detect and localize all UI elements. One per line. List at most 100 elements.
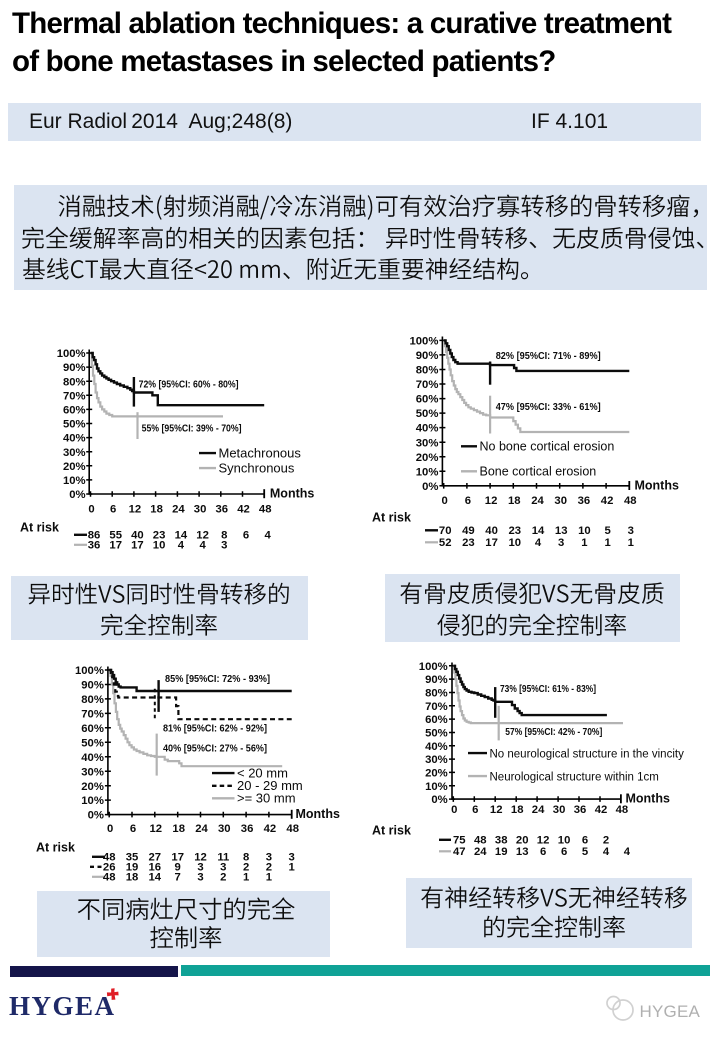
- svg-text:17: 17: [171, 852, 184, 864]
- svg-text:60%: 60%: [81, 723, 104, 735]
- svg-text:49: 49: [462, 525, 475, 537]
- svg-text:3: 3: [220, 862, 226, 874]
- svg-text:70%: 70%: [81, 709, 104, 721]
- svg-text:20%: 20%: [425, 768, 448, 780]
- svg-text:100%: 100%: [75, 665, 104, 677]
- svg-text:6: 6: [472, 804, 478, 816]
- svg-text:18: 18: [126, 872, 139, 884]
- svg-text:19: 19: [495, 846, 508, 858]
- svg-text:4: 4: [199, 540, 206, 552]
- svg-text:52: 52: [439, 537, 452, 549]
- svg-text:10: 10: [153, 540, 166, 552]
- svg-text:72% [95%CI: 60% - 80%]: 72% [95%CI: 60% - 80%]: [139, 380, 239, 391]
- svg-text:11: 11: [217, 852, 229, 864]
- svg-text:36: 36: [574, 804, 587, 816]
- svg-text:80%: 80%: [416, 365, 439, 377]
- svg-text:24: 24: [531, 495, 544, 507]
- svg-text:30: 30: [218, 823, 231, 835]
- svg-text:70%: 70%: [63, 390, 86, 402]
- svg-text:1: 1: [243, 872, 249, 884]
- svg-text:30: 30: [194, 504, 207, 516]
- svg-text:4: 4: [265, 530, 272, 542]
- svg-text:70%: 70%: [425, 701, 448, 713]
- svg-text:4: 4: [178, 540, 185, 552]
- svg-text:Neurological structure within: Neurological structure within 1cm: [490, 771, 659, 783]
- svg-text:80%: 80%: [63, 376, 86, 388]
- svg-text:73% [95%CI: 61% - 83%]: 73% [95%CI: 61% - 83%]: [500, 684, 596, 695]
- svg-text:12: 12: [196, 530, 209, 542]
- svg-text:20 - 29 mm: 20 - 29 mm: [237, 778, 303, 793]
- svg-text:18: 18: [172, 823, 185, 835]
- svg-text:100%: 100%: [409, 336, 438, 348]
- svg-text:12: 12: [194, 852, 207, 864]
- svg-text:23: 23: [462, 537, 475, 549]
- svg-text:12: 12: [490, 804, 503, 816]
- svg-text:12: 12: [129, 504, 142, 516]
- svg-text:50%: 50%: [425, 728, 448, 740]
- svg-text:3: 3: [558, 537, 564, 549]
- svg-text:18: 18: [511, 804, 524, 816]
- svg-text:40%: 40%: [416, 423, 439, 435]
- svg-text:82% [95%CI: 71% - 89%]: 82% [95%CI: 71% - 89%]: [496, 351, 601, 362]
- svg-text:18: 18: [508, 495, 521, 507]
- svg-text:13: 13: [555, 525, 568, 537]
- svg-text:4: 4: [603, 846, 610, 858]
- svg-text:30%: 30%: [425, 754, 448, 766]
- svg-text:50%: 50%: [416, 408, 439, 420]
- svg-text:40% [95%CI: 27% - 56%]: 40% [95%CI: 27% - 56%]: [163, 744, 267, 755]
- svg-text:48: 48: [103, 852, 116, 864]
- svg-text:36: 36: [216, 504, 229, 516]
- svg-text:20%: 20%: [81, 781, 104, 793]
- svg-text:48: 48: [616, 804, 629, 816]
- svg-text:1: 1: [289, 862, 295, 874]
- svg-text:No bone cortical erosion: No bone cortical erosion: [480, 440, 615, 454]
- svg-text:48: 48: [103, 872, 116, 884]
- svg-text:90%: 90%: [63, 362, 86, 374]
- svg-text:13: 13: [516, 846, 529, 858]
- svg-text:24: 24: [172, 504, 185, 516]
- svg-text:Months: Months: [635, 479, 679, 493]
- svg-text:10: 10: [558, 835, 571, 847]
- svg-text:30: 30: [554, 495, 567, 507]
- svg-text:30%: 30%: [81, 766, 104, 778]
- svg-text:1: 1: [628, 537, 634, 549]
- svg-text:At risk: At risk: [372, 511, 411, 525]
- svg-text:14: 14: [532, 525, 545, 537]
- svg-text:17: 17: [109, 540, 122, 552]
- svg-text:>= 30 mm: >= 30 mm: [237, 791, 296, 806]
- svg-text:47% [95%CI: 33% - 61%]: 47% [95%CI: 33% - 61%]: [496, 402, 601, 413]
- svg-text:10%: 10%: [81, 795, 104, 807]
- svg-text:Months: Months: [626, 792, 670, 806]
- svg-text:50%: 50%: [81, 737, 104, 749]
- svg-text:30%: 30%: [63, 447, 86, 459]
- svg-text:4: 4: [624, 846, 631, 858]
- svg-text:10%: 10%: [416, 466, 439, 478]
- svg-text:20: 20: [516, 835, 529, 847]
- svg-text:8: 8: [221, 530, 227, 542]
- svg-text:55: 55: [109, 530, 122, 542]
- svg-text:6: 6: [582, 835, 588, 847]
- svg-text:100%: 100%: [419, 661, 448, 673]
- svg-text:0%: 0%: [422, 481, 438, 493]
- svg-text:42: 42: [237, 504, 250, 516]
- svg-text:23: 23: [153, 530, 166, 542]
- svg-text:6: 6: [540, 846, 546, 858]
- svg-text:100%: 100%: [57, 348, 86, 360]
- svg-text:36: 36: [88, 540, 101, 552]
- svg-text:0: 0: [451, 804, 457, 816]
- svg-text:26: 26: [103, 862, 116, 874]
- svg-text:24: 24: [195, 823, 208, 835]
- svg-text:10%: 10%: [63, 475, 86, 487]
- svg-text:90%: 90%: [416, 350, 439, 362]
- svg-text:10: 10: [578, 525, 591, 537]
- svg-text:< 20 mm: < 20 mm: [237, 765, 288, 780]
- svg-text:48: 48: [624, 495, 637, 507]
- svg-text:6: 6: [110, 504, 116, 516]
- svg-text:3: 3: [266, 852, 272, 864]
- svg-text:40%: 40%: [81, 752, 104, 764]
- svg-text:85% [95%CI: 72% - 93%]: 85% [95%CI: 72% - 93%]: [165, 674, 270, 685]
- svg-text:57% [95%CI: 42% - 70%]: 57% [95%CI: 42% - 70%]: [505, 727, 602, 738]
- svg-text:90%: 90%: [81, 680, 104, 692]
- svg-text:Synchronous: Synchronous: [219, 460, 295, 475]
- svg-text:At risk: At risk: [372, 824, 411, 838]
